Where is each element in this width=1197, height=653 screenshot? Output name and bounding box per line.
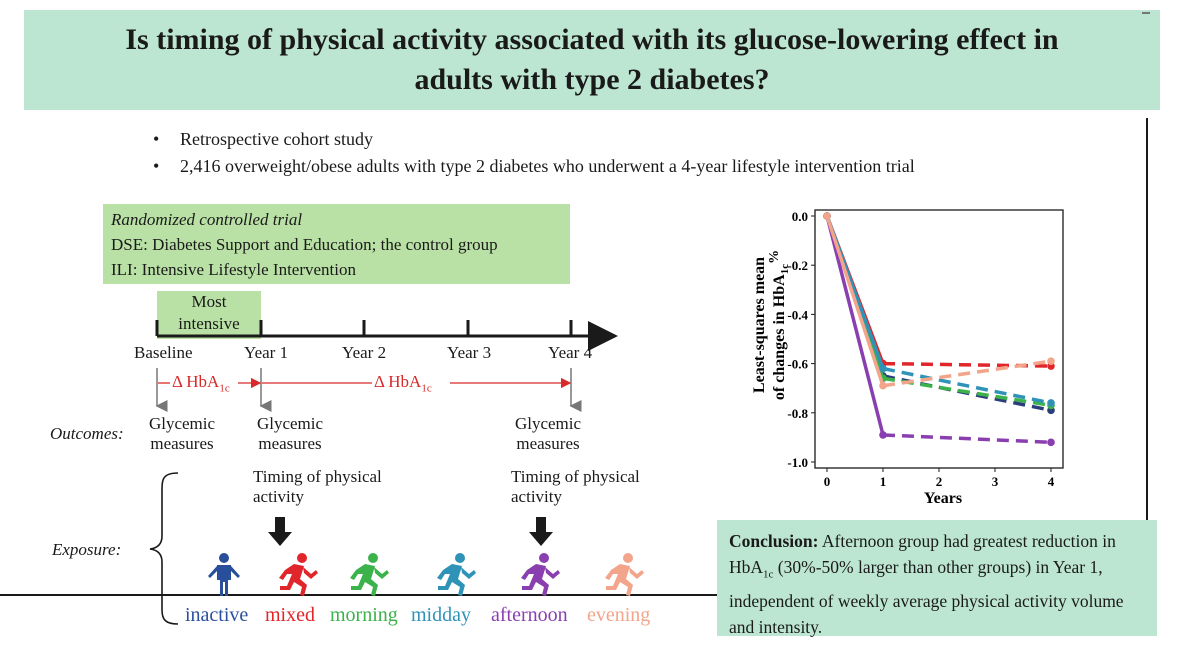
- group-label-midday: midday: [411, 604, 471, 626]
- glycemic-year4: Glycemic measures: [514, 414, 582, 453]
- runner-icon-midday: [437, 553, 476, 596]
- timeline-year2: Year 2: [342, 343, 387, 362]
- bullet-item: 2,416 overweight/obese adults with type …: [150, 153, 915, 180]
- timeline-year3: Year 3: [447, 343, 492, 362]
- series-line-dashed: [882, 359, 1052, 388]
- series-line-solid: [825, 214, 885, 388]
- runner-icon-mixed: [279, 553, 318, 596]
- rct-dse: DSE: Diabetes Support and Education; the…: [111, 235, 498, 254]
- group-label-morning: morning: [330, 604, 398, 626]
- page-title: Is timing of physical activity associate…: [125, 23, 1059, 96]
- group-label-evening: evening: [587, 604, 651, 626]
- chart-frame: [814, 209, 1064, 469]
- glycemic-year1: Glycemic measures: [256, 414, 324, 453]
- x-tick-label: 3: [992, 474, 999, 489]
- y-tick-label: -0.2: [787, 258, 808, 273]
- bullet-item: Retrospective cohort study: [150, 126, 915, 153]
- y-tick-label: -1.0: [787, 455, 808, 470]
- rct-ili: ILI: Intensive Lifestyle Intervention: [111, 260, 356, 279]
- series-line-solid: [825, 214, 885, 437]
- glycemic-baseline: Glycemic measures: [148, 414, 216, 453]
- chart-ylabel-line2: of changes in HbA1c%: [767, 250, 791, 400]
- study-bullets: Retrospective cohort study 2,416 overwei…: [150, 126, 915, 180]
- rct-legend-box: Randomized controlled trial DSE: Diabete…: [103, 204, 570, 284]
- series-point: [1047, 438, 1055, 447]
- series-line-dashed: [882, 366, 1052, 405]
- delta-hba1c-year1: Δ HbA1c: [172, 372, 230, 395]
- series-point: [1047, 399, 1055, 407]
- y-tick-label: -0.6: [787, 357, 808, 372]
- x-tick-label: 2: [936, 474, 943, 489]
- runner-icon-morning: [350, 553, 389, 596]
- title-banner: Is timing of physical activity associate…: [24, 10, 1160, 110]
- timing-year1: Timing of physical activity: [253, 467, 382, 506]
- runner-icon-afternoon: [521, 553, 560, 596]
- divider-rule: [1146, 118, 1148, 526]
- chart-ylabel-line1: Least-squares mean: [751, 257, 768, 393]
- year4-timing-arrow: [529, 517, 553, 546]
- runner-icon-evening: [605, 553, 644, 596]
- group-label-inactive: inactive: [185, 604, 249, 626]
- series-line-dashed: [882, 433, 1052, 445]
- outcomes-label: Outcomes:: [50, 424, 124, 443]
- series-point: [879, 431, 887, 439]
- delta-hba1c-year4: Δ HbA1c: [374, 372, 432, 395]
- chart-xlabel: Years: [924, 490, 962, 507]
- y-tick-label: 0.0: [792, 209, 808, 224]
- hba1c-line-chart: 0.0 -0.2 -0.4 -0.6 -0.8 -1.0 0 1 2 3 4 Least-squar…: [751, 209, 1064, 507]
- most-intensive-label: Most intensive: [178, 292, 240, 333]
- x-tick-label: 4: [1048, 474, 1055, 489]
- chart-axes: 0.0 -0.2 -0.4 -0.6 -0.8 -1.0 0 1 2 3 4: [787, 209, 1064, 489]
- group-label-mixed: mixed: [265, 604, 315, 626]
- rct-heading: Randomized controlled trial: [111, 210, 303, 229]
- exposure-brace: [149, 472, 179, 625]
- series-point: [879, 364, 887, 373]
- timeline-baseline: Baseline: [134, 343, 193, 362]
- standing-person-icon: [208, 553, 240, 596]
- corner-mark: [1142, 12, 1150, 14]
- y-tick-label: -0.8: [787, 406, 808, 421]
- x-tick-label: 0: [824, 474, 831, 489]
- timeline-year4: Year 4: [548, 343, 593, 362]
- series-point: [823, 212, 831, 220]
- x-tick-label: 1: [880, 474, 887, 489]
- year1-timing-arrow: [268, 517, 292, 546]
- conclusion-sub: 1c: [763, 568, 774, 581]
- conclusion-text1: Afternoon group had greatest reduction i…: [729, 531, 1116, 577]
- group-label-afternoon: afternoon: [491, 604, 568, 626]
- conclusion-lead: Conclusion:: [729, 531, 819, 551]
- timing-year4: Timing of physical activity: [511, 467, 640, 506]
- conclusion-text2: (30%-50% larger than other groups) in Ye…: [729, 557, 1124, 637]
- chart-series: [823, 212, 1055, 447]
- most-intensive-box: Most intensive: [157, 291, 261, 339]
- series-point: [879, 381, 887, 390]
- exposure-label: Exposure:: [52, 540, 122, 559]
- conclusion-box: Conclusion: Afternoon group had greatest…: [717, 520, 1157, 637]
- y-tick-label: -0.4: [787, 307, 808, 322]
- timeline-year1: Year 1: [244, 343, 289, 362]
- series-point: [1047, 357, 1055, 365]
